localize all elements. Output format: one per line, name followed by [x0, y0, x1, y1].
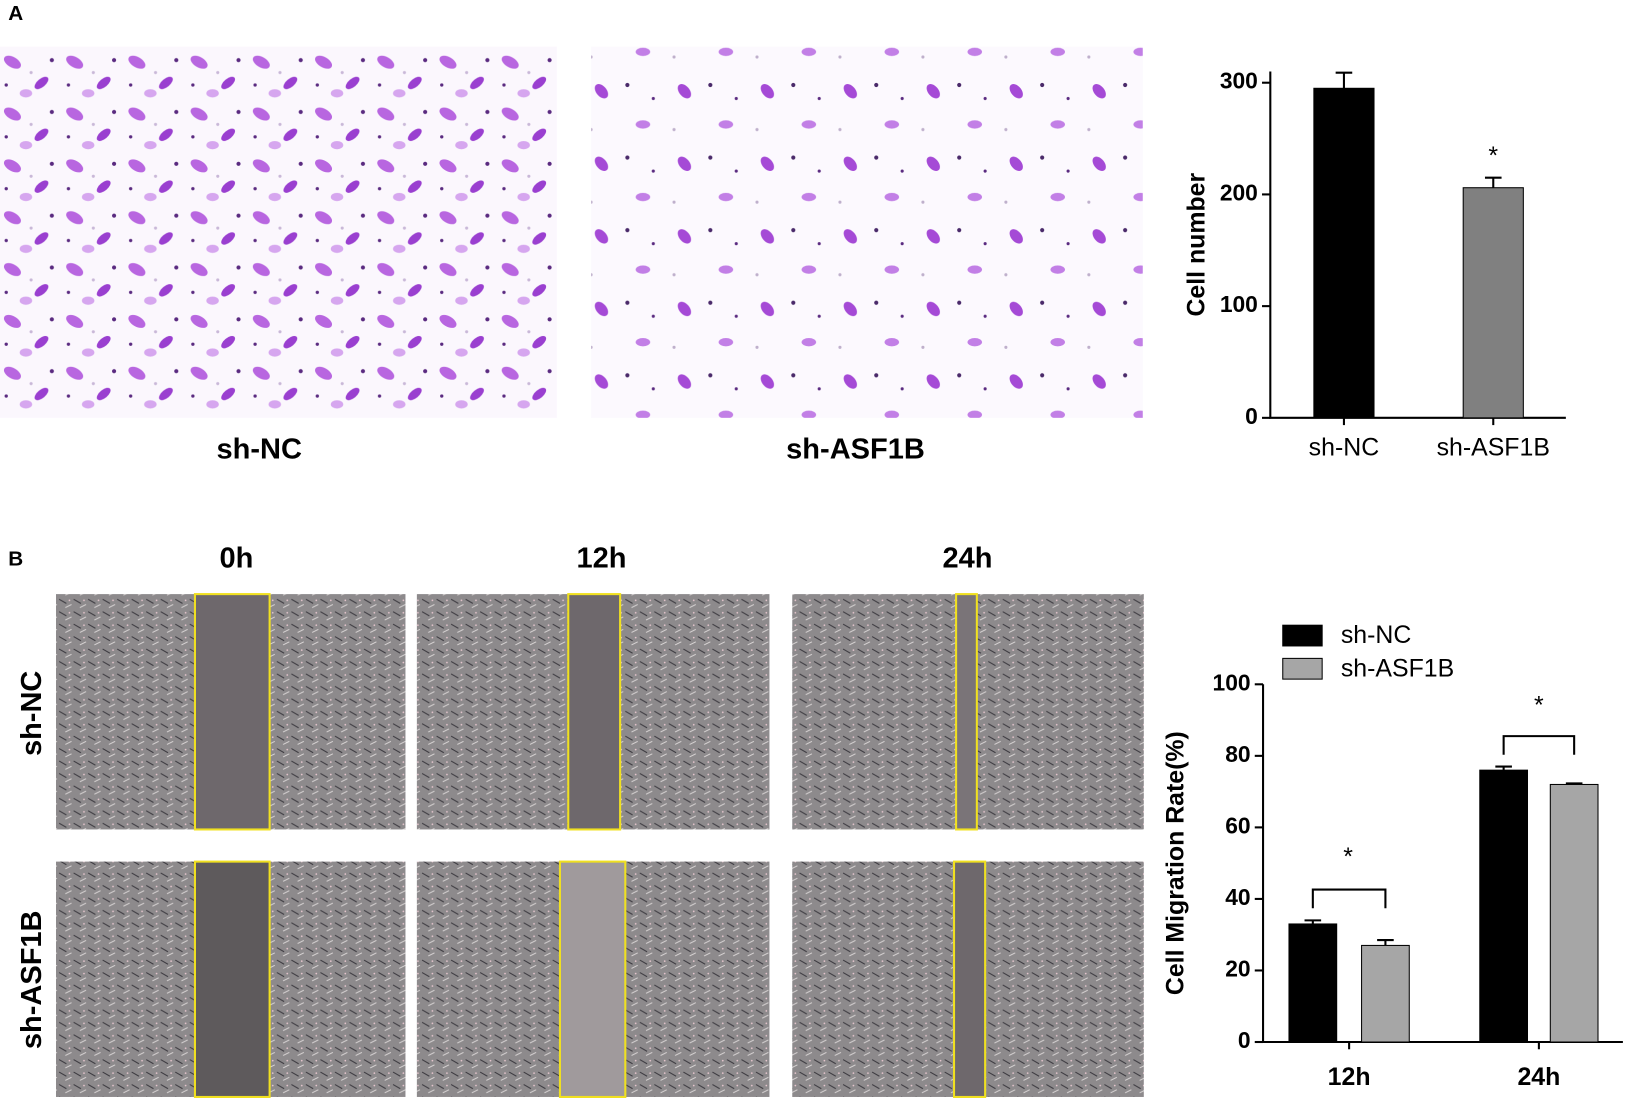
scratch-images	[55, 593, 1144, 1098]
x-tick-label: 24h	[1517, 1063, 1560, 1091]
bar	[1462, 187, 1524, 419]
y-tick-label: 0	[1238, 1027, 1251, 1053]
bar	[1313, 87, 1375, 419]
panel-label: A	[8, 2, 23, 25]
bar	[1361, 944, 1410, 1043]
y-tick-label: 0	[1245, 403, 1258, 429]
bar	[1288, 923, 1338, 1043]
micrograph	[591, 46, 1143, 418]
column-header: 24h	[943, 543, 993, 575]
column-header: 12h	[576, 543, 626, 575]
error-bar	[1304, 919, 1322, 924]
wound-area	[567, 593, 622, 831]
y-tick-label: 100	[1220, 291, 1258, 317]
bar	[1479, 769, 1529, 1043]
panel-label: B	[8, 547, 23, 570]
y-tick-label: 20	[1225, 956, 1250, 982]
legend-swatch	[1282, 624, 1323, 647]
y-tick-label: 100	[1213, 669, 1251, 695]
y-tick-label: 300	[1220, 68, 1258, 94]
error-bar	[1335, 71, 1353, 89]
error-bar	[1495, 765, 1512, 771]
image-caption: sh-ASF1B	[786, 434, 925, 466]
significance-mark: *	[1343, 843, 1353, 871]
error-bar	[1565, 782, 1583, 785]
bar	[1549, 783, 1599, 1043]
micrograph	[0, 46, 557, 418]
x-tick-label: 12h	[1328, 1063, 1371, 1091]
legend-label: sh-ASF1B	[1341, 654, 1454, 682]
image-caption: sh-NC	[217, 434, 302, 466]
significance-mark: *	[1488, 142, 1498, 170]
legend-swatch	[1282, 657, 1323, 680]
bracket	[1311, 888, 1387, 909]
wound-area	[558, 860, 627, 1098]
y-tick-label: 40	[1225, 884, 1250, 910]
x-tick-label: sh-NC	[1309, 434, 1380, 462]
y-tick-label: 80	[1225, 741, 1250, 767]
y-tick-label: 200	[1220, 179, 1258, 205]
legend-label: sh-NC	[1341, 621, 1412, 649]
wound-area	[193, 860, 271, 1098]
bracket	[1502, 735, 1576, 755]
y-axis-label: Cell number	[1182, 173, 1210, 317]
error-bar	[1377, 939, 1394, 946]
y-tick-label: 60	[1225, 812, 1250, 838]
wound-area	[952, 860, 987, 1098]
row-header: sh-NC	[16, 671, 48, 756]
y-axis-label: Cell Migration Rate(%)	[1162, 731, 1190, 995]
wound-area	[955, 593, 978, 831]
wound-area	[193, 593, 271, 831]
error-bar	[1484, 176, 1502, 188]
x-tick-label: sh-ASF1B	[1437, 434, 1550, 462]
significance-mark: *	[1534, 692, 1544, 720]
column-header: 0h	[219, 543, 253, 575]
row-header: sh-ASF1B	[16, 910, 48, 1049]
